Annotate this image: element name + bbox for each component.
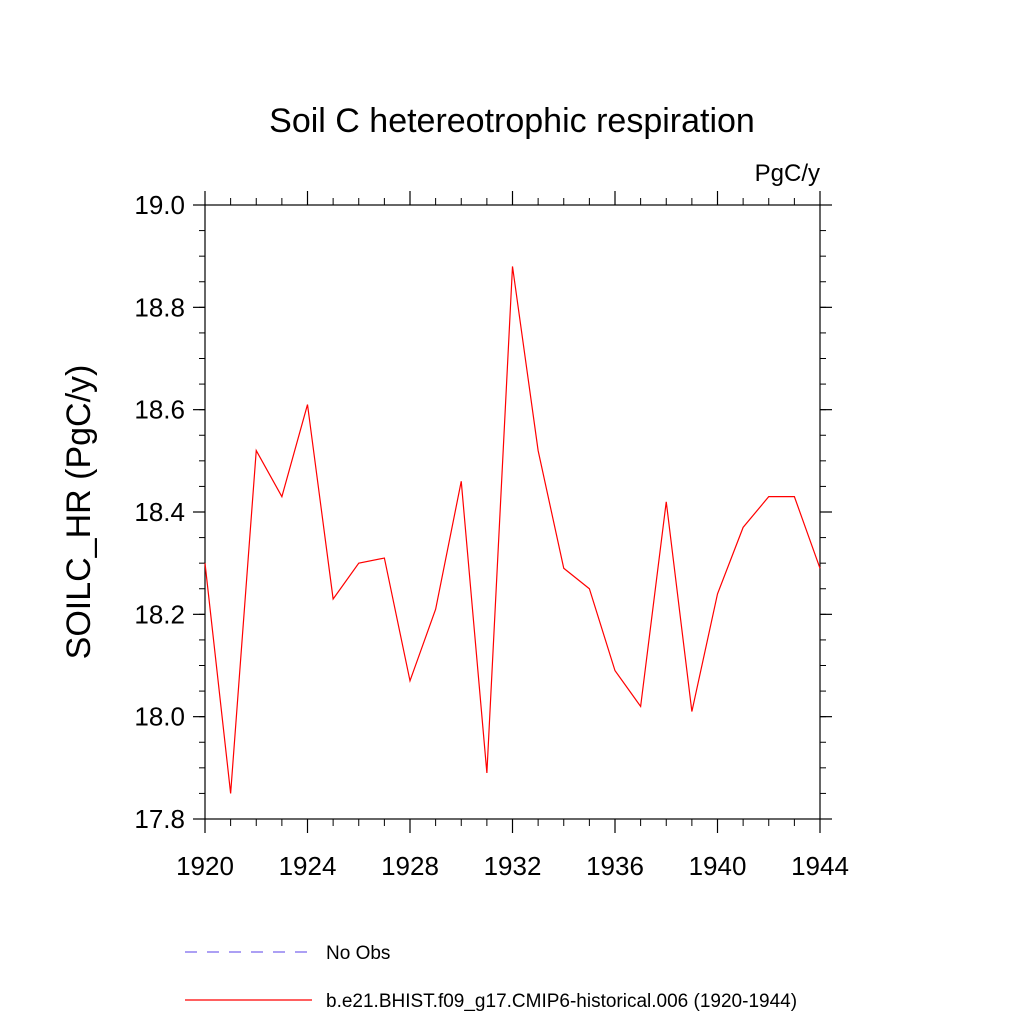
legend-label: b.e21.BHIST.f09_g17.CMIP6-historical.006… (326, 991, 797, 1012)
x-tick-label: 1928 (381, 851, 439, 881)
legend-label: No Obs (326, 943, 390, 964)
y-tick-label: 18.2 (134, 599, 185, 629)
plot-area: 17.818.018.218.418.618.819.0 1920 1924 192… (134, 190, 849, 881)
x-tick-label: 1936 (586, 851, 644, 881)
chart-title: Soil C hetereotrophic respiration (269, 102, 755, 140)
x-tick-label: 1944 (791, 851, 849, 881)
y-tick-label: 18.4 (134, 497, 185, 527)
units-label: PgC/y (755, 160, 820, 187)
y-axis-label: SOILC_HR (PgC/y) (60, 365, 98, 660)
x-axis: 1920 1924 1928 1932 1936 1940 1944 (176, 191, 849, 881)
x-tick-label: 1932 (484, 851, 542, 881)
y-axis: 17.8 18.0 18.2 18.4 18.6 18.8 19.0 (134, 190, 832, 834)
series-line-1 (204, 266, 821, 794)
legend: No Obs b.e21.BHIST.f09_g17.CMIP6-historic… (185, 943, 797, 1012)
y-tick-label: 18.0 (134, 702, 185, 732)
x-tick-label: 1924 (279, 851, 337, 881)
y-tick-label: 18.6 (134, 395, 185, 425)
plot-frame (204, 204, 821, 820)
y-tick-label: 18.8 (134, 292, 185, 322)
series-lines (204, 266, 821, 794)
x-tick-label: 1920 (176, 851, 234, 881)
y-tick-label: 19.0 (134, 190, 185, 220)
y-tick-label: 17.8 (134, 804, 185, 834)
x-tick-label: 1940 (689, 851, 747, 881)
